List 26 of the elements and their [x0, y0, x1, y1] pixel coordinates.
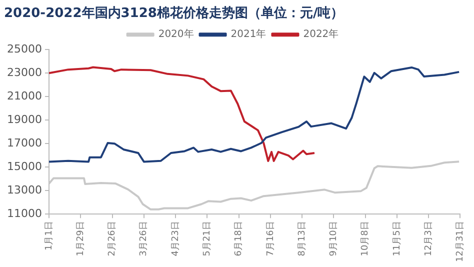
x-tick-label: 2月26日 [108, 221, 118, 256]
x-tick-label: 12月3日 [424, 221, 434, 256]
x-tick-label: 12月31日 [456, 221, 466, 262]
x-tick-label: 7月16日 [266, 221, 276, 256]
legend-label: 2020年 [158, 28, 194, 40]
x-tick-label: 9月10日 [329, 221, 340, 256]
x-tick-label: 8月13日 [297, 221, 308, 256]
x-tick-label: 1月29日 [76, 221, 86, 256]
y-tick-label: 13000 [6, 183, 42, 196]
y-tick-label: 19000 [6, 112, 42, 126]
y-tick-label: 17000 [6, 136, 42, 150]
y-tick-label: 11000 [6, 206, 42, 220]
chart-title: 2020-2022年国内3128棉花价格走势图（单位：元/吨） [4, 5, 344, 22]
x-tick-label: 11月5日 [392, 221, 402, 256]
legend-label: 2021年 [230, 28, 266, 40]
y-tick-label: 15000 [6, 160, 42, 173]
x-tick-label: 6月18日 [234, 221, 244, 256]
y-tick-label: 21000 [6, 89, 42, 102]
y-tick-label: 25000 [6, 42, 42, 56]
x-tick-label: 4月23日 [170, 221, 181, 256]
x-tick-label: 1月1日 [44, 221, 54, 251]
x-tick-label: 5月21日 [202, 221, 212, 256]
y-tick-label: 23000 [6, 66, 42, 79]
x-tick-label: 10月8日 [360, 221, 371, 256]
legend-label: 2022年 [303, 28, 339, 40]
x-tick-label: 3月26日 [139, 221, 150, 256]
